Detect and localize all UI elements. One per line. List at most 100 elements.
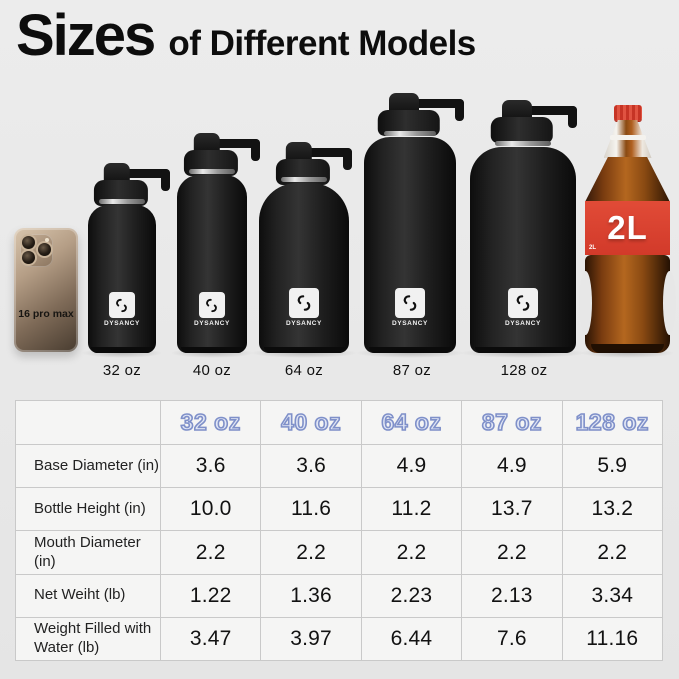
cell-value: 3.47 — [159, 616, 262, 662]
bottle-caption-87oz: 87 oz — [392, 362, 432, 379]
cell-value: 7.6 — [461, 616, 563, 662]
cell-value: 4.9 — [461, 444, 563, 489]
cell-value: 10.0 — [159, 487, 262, 532]
bottle-cap-handle — [212, 139, 260, 161]
cell-value: 5.9 — [561, 444, 664, 489]
bottle-cap-handle — [523, 106, 577, 128]
cell-value: 4.9 — [360, 444, 463, 489]
title-main: Sizes — [16, 3, 156, 68]
phone-16-pro-max: 16 pro max — [14, 228, 78, 352]
brand-logo-text: DYSANCY — [286, 320, 322, 327]
brand-logo-icon — [108, 292, 135, 318]
brand-logo-icon — [198, 292, 225, 318]
bottle-steel-ring — [495, 141, 551, 146]
cell-value: 3.6 — [159, 444, 262, 489]
row-label-base-diameter: Base Diameter (in) — [15, 444, 161, 489]
cell-value: 2.2 — [561, 530, 664, 575]
brand-logo-icon — [288, 288, 319, 318]
cola-2l-small-text: 2L — [589, 245, 597, 251]
row-label-mouth-diameter: Mouth Diameter (in) — [15, 530, 161, 575]
bottle-steel-ring — [384, 131, 436, 136]
bottle-caption-64oz: 64 oz — [284, 362, 324, 379]
bottle-steel-ring — [281, 177, 327, 182]
cola-base — [590, 344, 665, 353]
row-label-net-weight: Net Weiht (lb) — [15, 573, 161, 618]
cell-value: 2.2 — [159, 530, 262, 575]
bottle-steel-ring — [189, 169, 235, 174]
bottle-cap-knob — [193, 133, 220, 154]
bottle-cap-knob — [285, 142, 312, 163]
brand-logo-icon — [394, 288, 425, 318]
column-header-87oz: 87 oz — [461, 399, 563, 446]
cola-shoulder — [585, 157, 670, 202]
cell-value: 3.34 — [561, 573, 664, 618]
phone-label: 16 pro max — [18, 308, 74, 320]
cell-value: 3.97 — [260, 616, 362, 662]
camera-lens-icon — [22, 251, 35, 264]
cola-2l-text: 2L — [607, 209, 648, 246]
bottle-caption-32oz: 32 oz — [102, 362, 142, 379]
table-row: Weight Filled with Water (lb) 3.47 3.97 … — [15, 616, 664, 662]
brand-logo: DYSANCY — [286, 288, 322, 327]
table-row: Net Weiht (lb) 1.22 1.36 2.23 2.13 3.34 — [15, 573, 664, 618]
cell-value: 2.2 — [461, 530, 563, 575]
row-label-weight-filled: Weight Filled with Water (lb) — [15, 616, 161, 662]
cola-bottle-2l: 2L 2L — [579, 105, 676, 358]
bottle-caption-40oz: 40 oz — [192, 362, 232, 379]
bottle-cap-handle — [410, 99, 464, 121]
cola-collar-ring — [609, 135, 646, 140]
brand-logo-text: DYSANCY — [194, 320, 230, 327]
bottle-87oz: DYSANCY — [354, 93, 466, 358]
spec-table: 32 oz 40 oz 64 oz 87 oz 128 oz Base Diam… — [15, 399, 664, 662]
cola-lower-body — [579, 255, 676, 353]
bottle-body — [259, 183, 349, 353]
bottle-128oz: DYSANCY — [459, 100, 587, 358]
cell-value: 2.2 — [360, 530, 463, 575]
bottle-cap-handle — [122, 169, 170, 191]
brand-logo: DYSANCY — [392, 288, 428, 327]
bottle-cap-handle — [304, 148, 352, 170]
bottle-40oz: DYSANCY — [170, 133, 260, 358]
column-header-128oz: 128 oz — [561, 399, 664, 446]
cell-value: 13.2 — [561, 487, 664, 532]
cell-value: 11.16 — [561, 616, 664, 662]
cell-value: 11.6 — [260, 487, 362, 532]
table-row: Base Diameter (in) 3.6 3.6 4.9 4.9 5.9 — [15, 444, 664, 489]
cola-cap — [613, 105, 642, 121]
table-row: Bottle Height (in) 10.0 11.6 11.2 13.7 1… — [15, 487, 664, 532]
column-header-40oz: 40 oz — [260, 399, 362, 446]
cell-value: 3.6 — [260, 444, 362, 489]
spec-table-header-row: 32 oz 40 oz 64 oz 87 oz 128 oz — [15, 399, 664, 446]
bottle-cap-knob — [389, 93, 419, 114]
cola-label-band: 2L 2L — [585, 201, 670, 255]
cell-value: 13.7 — [461, 487, 563, 532]
bottle-32oz: DYSANCY — [81, 163, 170, 358]
bottle-body — [88, 205, 156, 353]
cell-value: 11.2 — [360, 487, 463, 532]
page-title: Sizes of Different Models — [16, 2, 476, 69]
brand-logo-text: DYSANCY — [392, 320, 428, 327]
column-header-32oz: 32 oz — [159, 399, 262, 446]
camera-lens-icon — [38, 243, 51, 256]
cell-value: 2.23 — [360, 573, 463, 618]
cell-value: 1.36 — [260, 573, 362, 618]
bottle-steel-ring — [99, 199, 145, 204]
bottle-cap-knob — [502, 100, 532, 121]
brand-logo: DYSANCY — [104, 292, 140, 327]
brand-logo: DYSANCY — [194, 292, 230, 327]
brand-logo-text: DYSANCY — [505, 320, 541, 327]
camera-lens-icon — [22, 236, 35, 249]
bottle-body — [470, 147, 576, 353]
camera-flash-icon — [45, 238, 49, 242]
phone-camera-module-icon — [20, 234, 53, 267]
cell-value: 2.13 — [461, 573, 563, 618]
bottle-cap-knob — [103, 163, 130, 184]
cell-value: 2.2 — [260, 530, 362, 575]
brand-logo-text: DYSANCY — [104, 320, 140, 327]
row-label-bottle-height: Bottle Height (in) — [15, 487, 161, 532]
column-header-64oz: 64 oz — [360, 399, 463, 446]
title-subtitle: of Different Models — [168, 24, 476, 63]
bottle-caption-128oz: 128 oz — [500, 362, 548, 379]
